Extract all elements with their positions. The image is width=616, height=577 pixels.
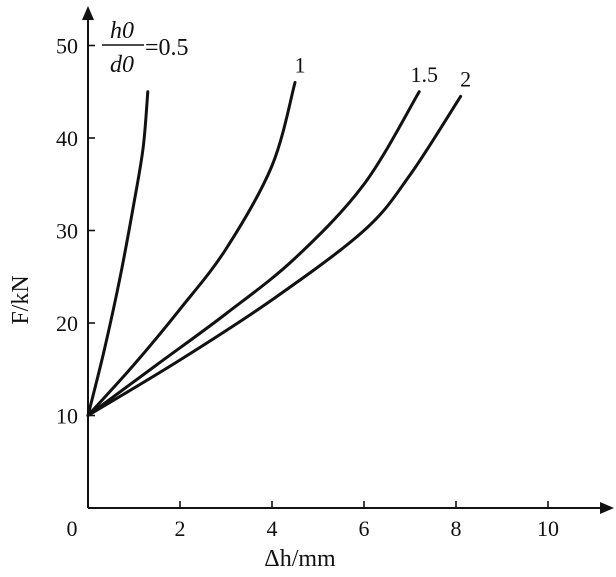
x-tick-label: 8 bbox=[451, 516, 462, 541]
curve-label-2: 2 bbox=[460, 66, 471, 91]
ratio-denominator: d0 bbox=[110, 52, 134, 78]
ratio-label: h0 d0 =0.5 bbox=[102, 18, 189, 78]
y-axis-arrow bbox=[82, 6, 94, 20]
y-tick-label: 40 bbox=[56, 126, 78, 151]
x-ticks: 0 2 4 6 8 10 bbox=[67, 501, 559, 541]
curve-1 bbox=[86, 81, 297, 417]
curve-label-1: 1 bbox=[295, 53, 306, 78]
x-tick-label: 0 bbox=[67, 516, 78, 541]
ratio-equals: =0.5 bbox=[145, 35, 189, 61]
y-tick-label: 50 bbox=[56, 34, 78, 59]
curve-0-5 bbox=[86, 90, 150, 417]
y-tick-label: 10 bbox=[56, 404, 78, 429]
curve-2 bbox=[86, 94, 463, 417]
x-axis-title: Δh/mm bbox=[264, 546, 336, 572]
y-axis-title: F/kN bbox=[8, 275, 34, 324]
curve-1-5 bbox=[86, 90, 421, 417]
x-tick-label: 10 bbox=[537, 516, 559, 541]
x-tick-label: 4 bbox=[267, 516, 278, 541]
axis-titles: Δh/mm F/kN bbox=[8, 275, 336, 572]
x-axis-arrow bbox=[600, 502, 614, 514]
y-tick-label: 20 bbox=[56, 311, 78, 336]
x-tick-label: 2 bbox=[175, 516, 186, 541]
y-tick-label: 30 bbox=[56, 219, 78, 244]
curve-labels: 1 1.5 2 bbox=[295, 53, 472, 92]
axes bbox=[82, 6, 614, 514]
curve-label-1-5: 1.5 bbox=[410, 62, 438, 87]
y-ticks: 10 20 30 40 50 bbox=[56, 34, 95, 429]
ratio-numerator: h0 bbox=[110, 18, 134, 44]
curves bbox=[86, 81, 463, 417]
x-tick-label: 6 bbox=[359, 516, 370, 541]
